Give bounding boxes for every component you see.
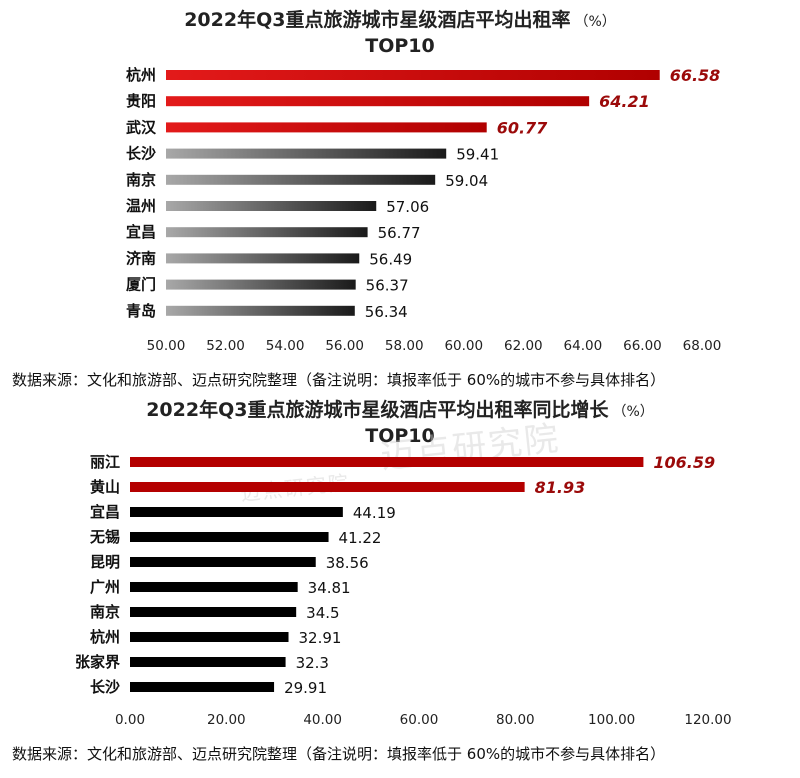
x-tick-label: 60.00 <box>400 712 439 728</box>
bar <box>166 122 487 133</box>
category-label: 昆明 <box>90 553 120 571</box>
value-label: 38.56 <box>326 554 369 572</box>
value-label: 56.34 <box>365 303 408 321</box>
x-tick-label: 40.00 <box>303 712 342 728</box>
bar <box>166 227 368 238</box>
category-label: 丽江 <box>90 453 120 471</box>
bar <box>130 607 297 617</box>
bar <box>130 532 329 542</box>
chart1-title-text: 2022年Q3重点旅游城市星级酒店平均出租率 <box>184 9 571 31</box>
category-label: 宜昌 <box>90 503 120 521</box>
value-label: 34.81 <box>308 579 351 597</box>
x-tick-label: 52.00 <box>206 338 245 354</box>
value-label: 56.49 <box>369 250 412 268</box>
value-label: 60.77 <box>497 118 548 137</box>
category-label: 长沙 <box>126 145 156 163</box>
chart2-subtitle: TOP10 <box>365 425 435 447</box>
chart1-title: 2022年Q3重点旅游城市星级酒店平均出租率 （%） <box>0 8 800 34</box>
value-label: 34.5 <box>306 604 339 622</box>
chart2-title-unit: （%） <box>612 404 654 420</box>
x-tick-label: 66.00 <box>623 338 662 354</box>
value-label: 56.77 <box>378 224 421 242</box>
bar <box>130 457 644 467</box>
bar <box>166 70 660 80</box>
bar <box>166 148 447 159</box>
category-label: 贵阳 <box>126 92 156 110</box>
value-label: 81.93 <box>535 478 586 497</box>
x-tick-label: 80.00 <box>496 712 535 728</box>
value-label: 29.91 <box>284 679 327 697</box>
bar <box>130 657 286 667</box>
category-label: 张家界 <box>75 653 120 671</box>
category-label: 黄山 <box>90 478 120 496</box>
x-tick-label: 60.00 <box>444 338 483 354</box>
category-label: 厦门 <box>126 276 156 294</box>
category-label: 广州 <box>90 578 120 596</box>
category-label: 南京 <box>126 171 156 189</box>
bar <box>130 582 298 592</box>
chart2-title: 2022年Q3重点旅游城市星级酒店平均出租率同比增长 （%） <box>0 398 800 424</box>
bar <box>166 174 436 185</box>
value-label: 32.91 <box>299 629 342 647</box>
value-label: 44.19 <box>353 504 396 522</box>
value-label: 66.58 <box>670 66 721 85</box>
bar <box>166 253 360 264</box>
bar <box>130 507 343 517</box>
category-label: 青岛 <box>126 302 156 320</box>
x-tick-label: 64.00 <box>564 338 603 354</box>
category-label: 武汉 <box>126 118 157 136</box>
category-label: 温州 <box>126 197 156 215</box>
chart1-subtitle: TOP10 <box>365 35 435 57</box>
value-label: 56.37 <box>366 277 409 295</box>
chart1-title-unit: （%） <box>574 14 616 30</box>
value-label: 57.06 <box>386 198 429 216</box>
bar <box>166 279 356 290</box>
bar <box>130 482 525 492</box>
x-tick-label: 120.00 <box>684 712 731 728</box>
value-label: 32.3 <box>296 654 329 672</box>
x-tick-label: 62.00 <box>504 338 543 354</box>
category-label: 济南 <box>126 249 156 267</box>
chart1-source: 数据来源：文化和旅游部、迈点研究院整理（备注说明：填报率低于 60%的城市不参与… <box>12 371 666 389</box>
chart2-source: 数据来源：文化和旅游部、迈点研究院整理（备注说明：填报率低于 60%的城市不参与… <box>12 745 666 763</box>
category-label: 杭州 <box>90 628 120 646</box>
bar <box>130 557 316 567</box>
chart1-plot: 杭州 66.58 贵阳 64.21 武汉 60.77 长沙 59.41 南京 59.04 温州 57.… <box>126 66 722 354</box>
x-tick-label: 50.00 <box>147 338 186 354</box>
chart2-title-text: 2022年Q3重点旅游城市星级酒店平均出租率同比增长 <box>146 399 609 421</box>
category-label: 杭州 <box>126 66 156 84</box>
x-tick-label: 0.00 <box>115 712 145 728</box>
category-label: 无锡 <box>89 528 120 546</box>
value-label: 106.59 <box>653 453 715 472</box>
bar <box>130 682 275 692</box>
value-label: 41.22 <box>339 529 382 547</box>
x-tick-label: 20.00 <box>207 712 246 728</box>
value-label: 64.21 <box>599 92 650 111</box>
x-tick-label: 100.00 <box>588 712 635 728</box>
bar <box>130 632 289 642</box>
category-label: 宜昌 <box>126 223 156 241</box>
bar <box>166 305 355 316</box>
chart2-plot: 丽江 106.59 黄山 81.93 宜昌 44.19 无锡 41.22 昆明 38.56 广州 34… <box>75 453 732 728</box>
x-tick-label: 68.00 <box>683 338 722 354</box>
category-label: 长沙 <box>90 678 120 696</box>
value-label: 59.04 <box>445 172 488 190</box>
x-tick-label: 54.00 <box>266 338 305 354</box>
bar <box>166 96 590 107</box>
value-label: 59.41 <box>456 146 499 164</box>
x-tick-label: 58.00 <box>385 338 424 354</box>
category-label: 南京 <box>90 603 120 621</box>
x-tick-label: 56.00 <box>325 338 364 354</box>
bar <box>166 201 377 211</box>
